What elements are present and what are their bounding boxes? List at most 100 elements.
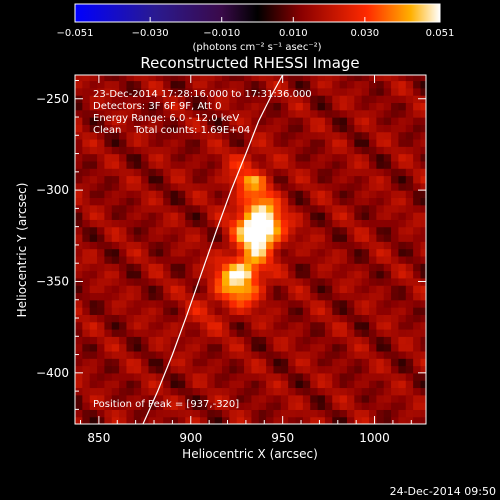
heatmap-cell [295,270,304,279]
heatmap-cell [302,263,311,272]
heatmap-cell [97,416,106,424]
heatmap-cell [244,263,253,272]
heatmap-cell [244,292,253,301]
heatmap-cell [302,277,311,286]
heatmap-cell [185,336,194,345]
heatmap-cell [346,204,355,213]
heatmap-cell [199,153,208,162]
heatmap-cell [148,409,157,418]
heatmap-cell [339,233,348,242]
heatmap-cell [244,380,253,389]
heatmap-cell [177,197,186,206]
heatmap-cell [141,219,150,228]
heatmap-cell [361,197,370,206]
heatmap-cell [266,358,275,367]
annotation-energy: Energy Range: 6.0 - 12.0 keV [93,113,239,124]
colorbar-tick-label: −0.051 [56,28,93,39]
heatmap-cell [383,358,392,367]
heatmap-cell [133,394,142,403]
heatmap-cell [413,277,422,286]
heatmap-cell [207,153,216,162]
heatmap-cell [170,255,179,264]
heatmap-cell [376,226,385,235]
heatmap-cell [420,358,426,367]
heatmap-cell [244,277,253,286]
heatmap-cell [302,212,311,220]
heatmap-cell [104,387,113,396]
heatmap-cell [361,380,370,389]
heatmap-cell [361,328,370,337]
heatmap-cell [199,394,208,403]
heatmap-cell [339,285,348,294]
heatmap-cell [222,314,230,323]
heatmap-cell [295,387,304,396]
heatmap-cell [302,168,311,177]
heatmap-cell [258,117,267,125]
heatmap-cell [369,95,377,104]
heatmap-cell [119,270,128,279]
heatmap-cell [126,204,135,213]
heatmap-cell [332,75,341,82]
heatmap-cell [266,321,275,330]
heatmap-cell [391,175,400,184]
heatmap-cell [413,394,422,403]
heatmap-cell [391,321,400,330]
heatmap-cell [104,95,113,104]
heatmap-cell [398,358,407,367]
heatmap-cell [192,409,201,418]
heatmap-cell [214,87,223,96]
heatmap-cell [133,328,142,337]
heatmap-cell [413,263,422,272]
heatmap-cell [207,380,216,389]
heatmap-cell [82,102,91,111]
heatmap-cell [133,182,142,191]
heatmap-cell [361,387,370,396]
heatmap-cell [104,197,113,206]
heatmap-cell [163,75,172,82]
heatmap-cell [346,307,355,315]
heatmap-cell [97,109,106,118]
heatmap-cell [383,197,392,206]
heatmap-cell [104,212,113,220]
heatmap-cell [229,299,238,308]
heatmap-cell [119,109,128,118]
heatmap-cell [155,95,164,104]
heatmap-cell [266,328,275,337]
heatmap-cell [185,109,194,118]
heatmap-cell [288,387,297,396]
heatmap-cell [236,160,245,169]
heatmap-cell [111,255,120,264]
heatmap-cell [405,270,414,279]
heatmap-cell [376,80,385,89]
heatmap-cell [413,219,422,228]
heatmap-cell [192,233,201,242]
heatmap-cell [317,402,326,410]
heatmap-cell [295,328,304,337]
heatmap-cell [413,372,422,381]
heatmap-cell [97,204,106,213]
heatmap-cell [317,263,326,272]
heatmap-cell [405,248,414,257]
heatmap-cell [133,241,142,250]
heatmap-cell [413,409,422,418]
heatmap-cell [324,321,333,330]
heatmap-cell [104,102,113,111]
heatmap-cell [398,263,407,272]
heatmap-cell [185,212,194,220]
heatmap-cell [310,402,319,410]
heatmap-cell [266,314,275,323]
heatmap-cell [302,102,311,111]
heatmap-cell [317,204,326,213]
heatmap-cell [295,277,304,286]
heatmap-cell [163,372,172,381]
y-tick-label: −400 [36,366,69,380]
heatmap-cell [104,219,113,228]
heatmap-cell [199,146,208,155]
heatmap-cell [82,292,91,301]
heatmap-cell [214,212,223,220]
heatmap-cell [354,328,363,337]
heatmap-cell [104,328,113,337]
heatmap-cell [185,321,194,330]
heatmap-cell [258,80,267,89]
heatmap-cell [97,219,106,228]
